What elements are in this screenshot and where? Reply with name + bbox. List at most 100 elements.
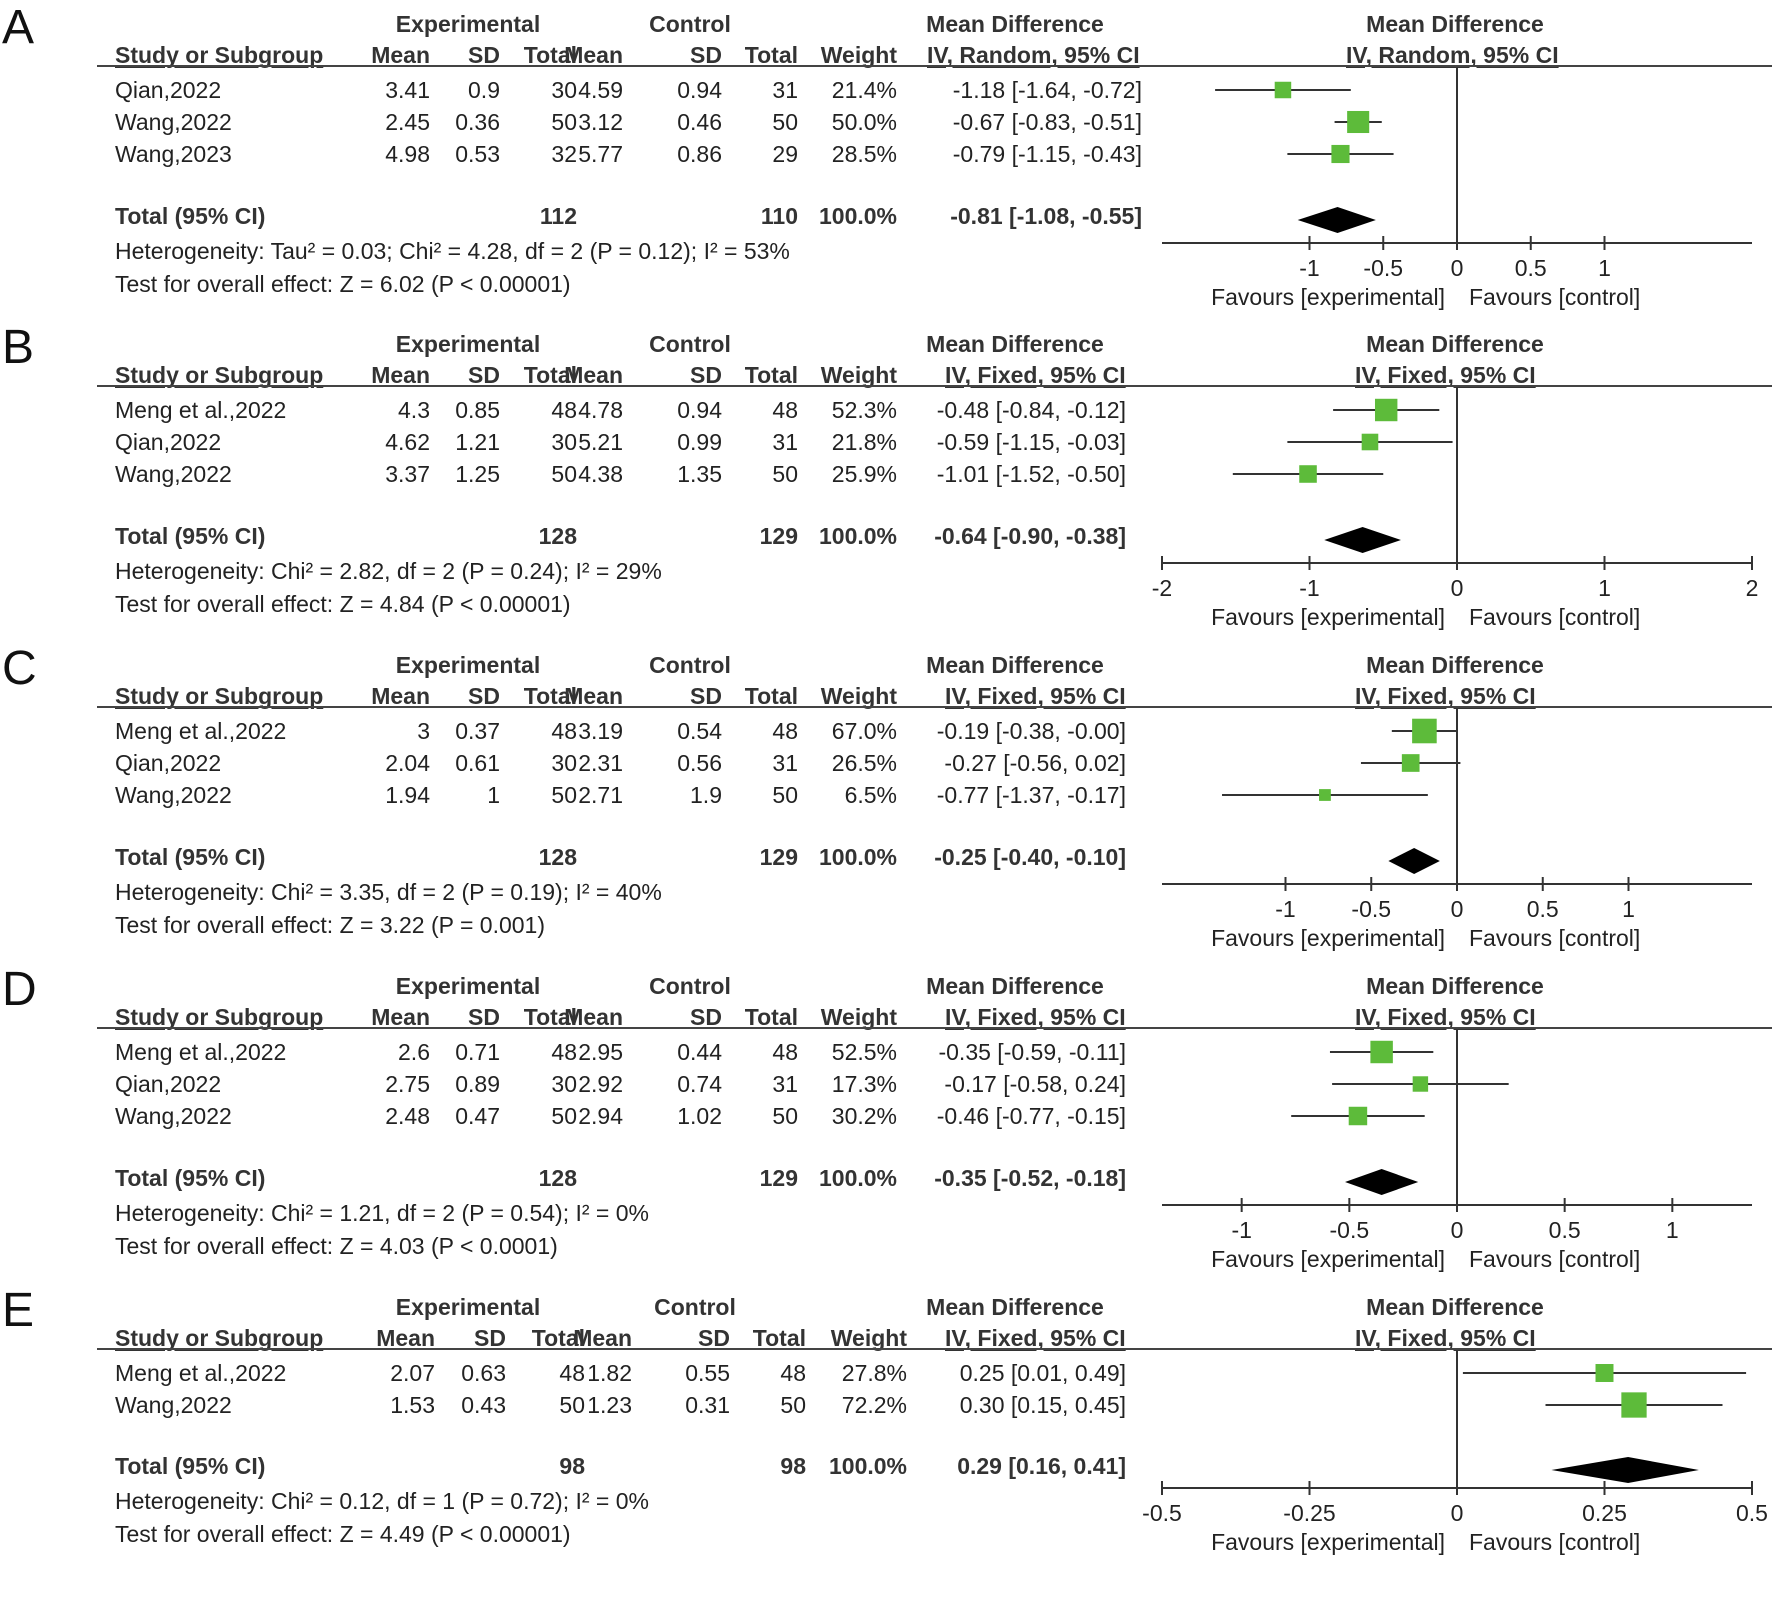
exp-mean: 1.94: [385, 782, 430, 808]
exp-mean: 4.98: [385, 141, 430, 167]
exp-total: 30: [551, 77, 577, 103]
weight: 72.2%: [841, 1392, 907, 1418]
heterogeneity-text: Heterogeneity: Tau² = 0.03; Chi² = 4.28,…: [115, 238, 790, 264]
weight: 26.5%: [831, 750, 897, 776]
mean-difference-ci: -0.35 [-0.59, -0.11]: [938, 1039, 1126, 1065]
method-header: IV, Fixed, 95% CI: [945, 1004, 1126, 1030]
exp-mean-header: Mean: [371, 42, 430, 68]
x-tick-label: -0.5: [1330, 1217, 1370, 1243]
exp-total: 30: [551, 429, 577, 455]
mean-difference-header: Mean Difference: [926, 331, 1104, 357]
study-marker: [1347, 110, 1370, 134]
total-label: Total (95% CI): [115, 523, 266, 549]
ctl-total: 50: [772, 109, 798, 135]
ctl-total: 48: [772, 1039, 798, 1065]
exp-total: 50: [559, 1392, 585, 1418]
ctl-sd-header: SD: [690, 362, 722, 388]
x-tick-label: 2: [1746, 575, 1759, 601]
exp-total: 32: [551, 141, 577, 167]
x-tick-label: -2: [1152, 575, 1172, 601]
study-marker: [1361, 433, 1379, 451]
ctl-mean-header: Mean: [573, 1325, 632, 1351]
total-weight: 100.0%: [818, 203, 897, 229]
x-tick-label: -1: [1275, 896, 1295, 922]
study-name: Wang,2022: [115, 1392, 232, 1418]
weight: 21.4%: [831, 77, 897, 103]
study-marker: [1299, 465, 1317, 483]
favours-experimental-label: Favours [experimental]: [1211, 925, 1445, 951]
exp-total-sum: 128: [538, 844, 577, 870]
experimental-header: Experimental: [395, 973, 541, 999]
exp-mean: 3: [417, 718, 430, 744]
pooled-diamond: [1551, 1457, 1699, 1483]
ctl-mean: 4.59: [578, 77, 623, 103]
x-tick-label: -0.5: [1363, 255, 1403, 281]
heterogeneity-text: Heterogeneity: Chi² = 3.35, df = 2 (P = …: [115, 879, 662, 905]
exp-mean: 3.37: [385, 461, 430, 487]
ctl-mean: 4.78: [578, 397, 623, 423]
x-tick-label: -0.25: [1283, 1500, 1335, 1526]
x-tick-label: 0.5: [1515, 255, 1547, 281]
header-rule: [97, 65, 1772, 67]
study-or-subgroup-header: Study or Subgroup: [115, 1004, 324, 1030]
ctl-total: 31: [772, 1071, 798, 1097]
study-name: Meng et al.,2022: [115, 397, 287, 423]
exp-total: 48: [559, 1360, 585, 1386]
control-header: Control: [649, 973, 731, 999]
exp-mean: 1.53: [390, 1392, 435, 1418]
exp-sd: 0.9: [468, 77, 500, 103]
exp-sd: 0.37: [455, 718, 500, 744]
control-header: Control: [649, 652, 731, 678]
pooled-mean-difference-ci: -0.25 [-0.40, -0.10]: [934, 844, 1126, 870]
ctl-mean: 2.95: [578, 1039, 623, 1065]
ctl-sd: 0.46: [677, 109, 722, 135]
exp-sd-header: SD: [474, 1325, 506, 1351]
exp-total-header: Total: [523, 1004, 577, 1030]
x-tick-label: -0.5: [1351, 896, 1391, 922]
x-tick-label: 0.5: [1736, 1500, 1768, 1526]
plot-method-header: IV, Fixed, 95% CI: [1355, 1004, 1536, 1030]
study-name: Wang,2022: [115, 109, 232, 135]
weight: 21.8%: [831, 429, 897, 455]
favours-experimental-label: Favours [experimental]: [1211, 284, 1445, 310]
experimental-header: Experimental: [395, 11, 541, 37]
panel-label: A: [2, 1, 35, 54]
exp-sd: 1.21: [455, 429, 500, 455]
weight-header: Weight: [820, 1004, 897, 1030]
study-marker: [1595, 1364, 1614, 1382]
ctl-total: 31: [772, 77, 798, 103]
total-label: Total (95% CI): [115, 1165, 266, 1191]
ctl-sd-header: SD: [690, 42, 722, 68]
ctl-mean: 4.38: [578, 461, 623, 487]
favours-experimental-label: Favours [experimental]: [1211, 1246, 1445, 1272]
ctl-mean: 1.23: [587, 1392, 632, 1418]
ctl-total-sum: 129: [759, 1165, 798, 1191]
header-rule: [97, 1348, 1772, 1350]
ctl-total: 29: [772, 141, 798, 167]
exp-total: 50: [551, 782, 577, 808]
heterogeneity-text: Heterogeneity: Chi² = 0.12, df = 1 (P = …: [115, 1488, 649, 1514]
mean-difference-ci: 0.25 [0.01, 0.49]: [959, 1360, 1126, 1386]
study-marker: [1621, 1392, 1647, 1418]
x-tick-label: 0: [1451, 1500, 1464, 1526]
ctl-total: 48: [772, 718, 798, 744]
ctl-sd: 0.94: [677, 397, 722, 423]
header-rule: [97, 706, 1772, 708]
exp-total: 30: [551, 750, 577, 776]
exp-sd: 0.89: [455, 1071, 500, 1097]
favours-control-label: Favours [control]: [1469, 1246, 1640, 1272]
ctl-total: 31: [772, 750, 798, 776]
study-marker: [1348, 1106, 1368, 1126]
plot-mean-difference-header: Mean Difference: [1366, 331, 1544, 357]
mean-difference-ci: -1.18 [-1.64, -0.72]: [952, 77, 1142, 103]
exp-total-header: Total: [523, 42, 577, 68]
ctl-sd: 0.94: [677, 77, 722, 103]
weight: 6.5%: [844, 782, 897, 808]
plot-method-header: IV, Fixed, 95% CI: [1355, 683, 1536, 709]
heterogeneity-text: Heterogeneity: Chi² = 2.82, df = 2 (P = …: [115, 558, 662, 584]
exp-sd: 0.61: [455, 750, 500, 776]
exp-total-header: Total: [531, 1325, 585, 1351]
exp-total: 30: [551, 1071, 577, 1097]
ctl-mean-header: Mean: [564, 1004, 623, 1030]
panel-label: B: [2, 321, 35, 374]
